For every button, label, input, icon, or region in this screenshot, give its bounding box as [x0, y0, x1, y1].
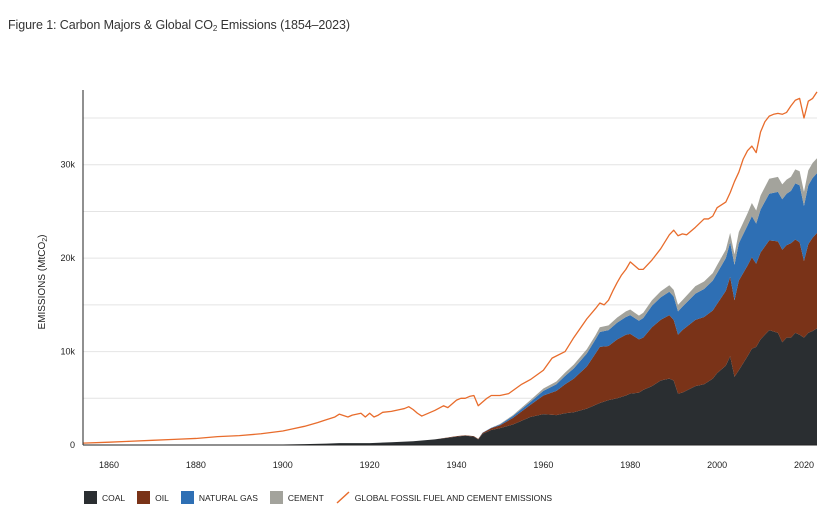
- area-oil: [83, 232, 817, 445]
- y-tick-label: 30k: [60, 160, 75, 170]
- legend-label-oil: OIL: [155, 492, 169, 503]
- global-emissions-line: [82, 91, 818, 444]
- global-emissions-line-group: [82, 91, 818, 444]
- area-coal: [83, 328, 817, 445]
- y-axis-label: EMISSIONS (MtCO2): [37, 234, 49, 329]
- y-axis-label-main: EMISSIONS (MtCO: [37, 242, 48, 330]
- x-tick-labels: 1860 1880 1900 1920 1940 1960 1980 2000 2020: [99, 460, 814, 470]
- y-axis-label-tail: ): [37, 234, 48, 237]
- legend-item-global-emissions: GLOBAL FOSSIL FUEL AND CEMENT EMISSIONS: [336, 491, 552, 504]
- legend-swatch-coal: [84, 491, 97, 504]
- y-tick-label: 0: [70, 440, 75, 450]
- figure-title: Figure 1: Carbon Majors & Global CO2 Emi…: [8, 18, 350, 33]
- axes: [82, 90, 817, 446]
- legend-line-icon: [336, 491, 350, 504]
- y-tick-label: 20k: [60, 253, 75, 263]
- x-tick-label: 1940: [446, 460, 466, 470]
- x-tick-label: 1920: [360, 460, 380, 470]
- legend-swatch-cement: [269, 491, 283, 504]
- x-tick-label: 2020: [794, 460, 814, 470]
- stacked-areas: [83, 158, 817, 446]
- y-axis-label-subscript: 2: [42, 238, 49, 242]
- legend-item-coal: COAL: [84, 491, 125, 504]
- legend-label-cement: CEMENT: [287, 492, 324, 503]
- legend-label-coal: COAL: [102, 492, 126, 503]
- legend-label-natural-gas: NATURAL GAS: [198, 492, 258, 503]
- y-tick-labels: 0 10k 20k 30k: [60, 160, 75, 450]
- y-tick-label: 10k: [60, 347, 75, 357]
- legend-item-cement: CEMENT: [269, 491, 324, 504]
- legend-line-glyph: [336, 491, 350, 504]
- x-tick-label: 1980: [620, 460, 640, 470]
- figure-title-tail: Emissions (1854–2023): [217, 18, 350, 32]
- legend-item-natural-gas: NATURAL GAS: [180, 491, 258, 504]
- legend: COAL OIL NATURAL GAS CEMENT GLOBAL FOSSI…: [84, 491, 564, 504]
- area-natural-gas: [83, 173, 817, 446]
- legend-label-global-emissions: GLOBAL FOSSIL FUEL AND CEMENT EMISSIONS: [354, 492, 553, 503]
- x-tick-label: 1900: [273, 460, 293, 470]
- x-tick-label: 1860: [99, 460, 119, 470]
- x-tick-label: 1960: [533, 460, 553, 470]
- x-tick-label: 1880: [186, 460, 206, 470]
- figure-title-subscript: 2: [212, 24, 218, 33]
- legend-item-oil: OIL: [137, 491, 169, 504]
- legend-swatch-oil: [137, 491, 151, 504]
- figure-title-main: Figure 1: Carbon Majors & Global CO: [8, 18, 213, 32]
- x-tick-label: 2000: [707, 460, 727, 470]
- legend-swatch-natural-gas: [180, 491, 194, 504]
